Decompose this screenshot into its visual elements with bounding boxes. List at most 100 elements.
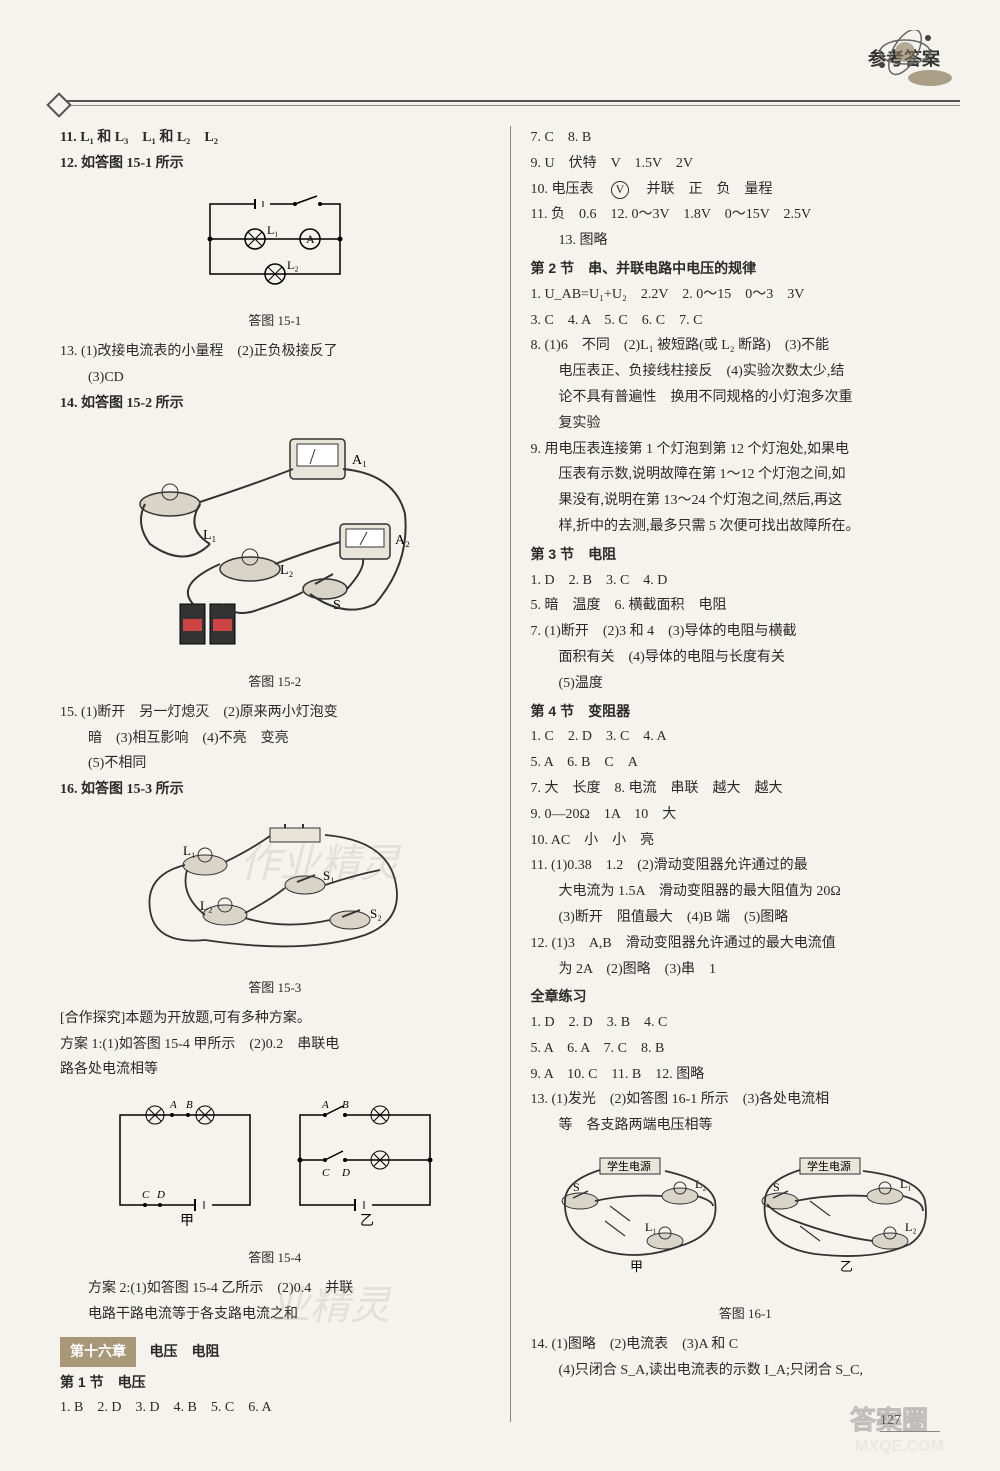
ch16-box: 第十六章: [60, 1337, 136, 1367]
svg-text:D: D: [156, 1189, 165, 1201]
q14: 14. 如答图 15-2 所示: [60, 392, 490, 416]
s4-11c: (3)断开 阻值最大 (4)B 端 (5)图略: [531, 906, 961, 930]
svg-text:学生电源: 学生电源: [807, 1159, 851, 1173]
globe-icon: [870, 30, 960, 90]
voltmeter-icon: V: [611, 181, 629, 199]
s4-row2: 5. A 6. B C A: [531, 751, 961, 775]
figure-15-3: L₁ L₂ S₁ S₂: [60, 810, 490, 969]
s2-8: 8. (1)6 不同 (2)L₁ 被短路(或 L₂ 断路) (3)不能: [531, 334, 961, 358]
f-14: 14. (1)图略 (2)电流表 (3)A 和 C: [531, 1333, 961, 1357]
svg-text:A₂: A₂: [395, 533, 410, 548]
svg-text:A₁: A₁: [352, 453, 367, 468]
content-columns: 11. L₁ 和 L₃ L₁ 和 L₂ L₂ 12. 如答图 15-1 所示: [60, 126, 960, 1422]
figure-15-1: L₁ A L₂: [60, 184, 490, 303]
figure-16-1: 学生电源 S L₂ L₁ 甲: [531, 1146, 961, 1295]
fig16-caption: 答图 16-1: [531, 1303, 961, 1325]
s4-title: 第 4 节 变阻器: [531, 700, 961, 724]
plan2: 方案 2:(1)如答图 15-4 乙所示 (2)0.4 并联: [60, 1277, 490, 1301]
s1-row: 1. B 2. D 3. D 4. B 5. C 6. A: [60, 1396, 490, 1420]
r11: 11. 负 0.6 12. 0～3V 1.8V 0～15V 2.5V: [531, 203, 961, 227]
svg-text:B: B: [342, 1099, 349, 1111]
s2-9d: 样,折中的去测,最多只需 5 次便可找出故障所在。: [531, 515, 961, 539]
s3-5: 5. 暗 温度 6. 横截面积 电阻: [531, 594, 961, 618]
f-13b: 等 各支路两端电压相等: [531, 1114, 961, 1138]
r9: 9. U 伏特 V 1.5V 2V: [531, 152, 961, 176]
column-divider: [510, 126, 511, 1422]
svg-text:甲: 甲: [180, 1214, 194, 1229]
q15c: (5)不相同: [60, 752, 490, 776]
f-14b: (4)只闭合 S_A,读出电流表的示数 I_A;只闭合 S_C,: [531, 1359, 961, 1383]
q15: 15. (1)断开 另一灯熄灭 (2)原来两小灯泡变: [60, 701, 490, 725]
s3-row1: 1. D 2. B 3. C 4. D: [531, 569, 961, 593]
ch16-title: 电压 电阻: [150, 1343, 220, 1359]
q11: 11. L₁ 和 L₃ L₁ 和 L₂ L₂: [60, 126, 490, 150]
svg-text:乙: 乙: [840, 1259, 853, 1274]
s4-10: 10. AC 小 小 亮: [531, 829, 961, 853]
svg-text:C: C: [142, 1189, 150, 1201]
f-row2: 5. A 6. A 7. C 8. B: [531, 1037, 961, 1061]
q13: 13. (1)改接电流表的小量程 (2)正负极接反了: [60, 340, 490, 364]
s4-12: 12. (1)3 A,B 滑动变阻器允许通过的最大电流值: [531, 932, 961, 956]
svg-text:C: C: [322, 1167, 330, 1179]
s2-8c: 论不具有普遍性 换用不同规格的小灯泡多次重: [531, 386, 961, 410]
svg-text:A: A: [321, 1099, 329, 1111]
q16: 16. 如答图 15-3 所示: [60, 778, 490, 802]
s2-1: 1. U_AB=U₁+U₂ 2.2V 2. 0～15 0～3 3V: [531, 283, 961, 307]
r10b: 并联 正 负 量程: [633, 182, 773, 197]
svg-text:L₁: L₁: [183, 843, 195, 858]
s2-9b: 压表有示数,说明故障在第 1～12 个灯泡之间,如: [531, 463, 961, 487]
svg-text:A: A: [306, 232, 315, 246]
plan1: 方案 1:(1)如答图 15-4 甲所示 (2)0.2 串联电: [60, 1033, 490, 1057]
f-13: 13. (1)发光 (2)如答图 16-1 所示 (3)各处电流相: [531, 1088, 961, 1112]
s3-title: 第 3 节 电阻: [531, 543, 961, 567]
s3-7: 7. (1)断开 (2)3 和 4 (3)导体的电阻与横截: [531, 620, 961, 644]
svg-text:L₂: L₂: [200, 898, 212, 913]
s3-7b: 面积有关 (4)导体的电阻与长度有关: [531, 646, 961, 670]
s2-8d: 复实验: [531, 412, 961, 436]
svg-text:L₂: L₂: [280, 563, 294, 578]
fig4-caption: 答图 15-4: [60, 1247, 490, 1269]
svg-text:甲: 甲: [630, 1259, 643, 1274]
plan2b: 电路干路电流等于各支路电流之和: [60, 1303, 490, 1327]
s4-12b: 为 2A (2)图略 (3)串 1: [531, 958, 961, 982]
fig3-caption: 答图 15-3: [60, 977, 490, 999]
chapter-16-header: 第十六章 电压 电阻: [60, 1337, 490, 1367]
s2-8b: 电压表正、负接线柱接反 (4)实验次数太少,结: [531, 360, 961, 384]
svg-text:乙: 乙: [360, 1213, 374, 1229]
figure-15-4: A B C D 甲: [60, 1090, 490, 1239]
svg-text:S₁: S₁: [323, 868, 335, 883]
svg-text:B: B: [186, 1099, 193, 1111]
fig2-caption: 答图 15-2: [60, 671, 490, 693]
page-header: 参考答案: [60, 30, 960, 90]
q12: 12. 如答图 15-1 所示: [60, 152, 490, 176]
header-rule: [60, 100, 960, 106]
plan1b: 路各处电流相等: [60, 1058, 490, 1082]
left-column: 11. L₁ 和 L₃ L₁ 和 L₂ L₂ 12. 如答图 15-1 所示: [60, 126, 490, 1422]
s4-7: 7. 大 长度 8. 电流 串联 越大 越大: [531, 777, 961, 801]
r10: 10. 电压表 V 并联 正 负 量程: [531, 178, 961, 202]
svg-text:D: D: [341, 1167, 350, 1179]
r10a: 10. 电压表: [531, 182, 608, 197]
s2-title: 第 2 节 串、并联电路中电压的规律: [531, 257, 961, 281]
full-title: 全章练习: [531, 985, 961, 1009]
watermark-logo: 答案圈 MXQE.COM: [840, 1401, 980, 1461]
svg-text:A: A: [169, 1099, 177, 1111]
s1-title: 第 1 节 电压: [60, 1371, 490, 1395]
s4-row1: 1. C 2. D 3. C 4. A: [531, 725, 961, 749]
svg-text:S: S: [333, 598, 341, 613]
right-column: 7. C 8. B 9. U 伏特 V 1.5V 2V 10. 电压表 V 并联…: [531, 126, 961, 1422]
svg-text:L₂: L₂: [287, 258, 299, 272]
svg-text:L₁: L₁: [645, 1220, 657, 1234]
s2-row1: 3. C 4. A 5. C 6. C 7. C: [531, 309, 961, 333]
svg-text:S₂: S₂: [370, 906, 382, 921]
r7: 7. C 8. B: [531, 126, 961, 150]
coop: [合作探究]本题为开放题,可有多种方案。: [60, 1007, 490, 1031]
s4-9: 9. 0—20Ω 1A 10 大: [531, 803, 961, 827]
r13: 13. 图略: [531, 229, 961, 253]
figure-15-2: A₁ L₁ L₂ A₂ S: [60, 424, 490, 663]
f-row3: 9. A 10. C 11. B 12. 图略: [531, 1063, 961, 1087]
svg-text:MXQE.COM: MXQE.COM: [855, 1438, 944, 1455]
s4-11b: 大电流为 1.5A 滑动变阻器的最大阻值为 20Ω: [531, 880, 961, 904]
svg-text:L₂: L₂: [905, 1220, 917, 1234]
svg-text:学生电源: 学生电源: [607, 1159, 651, 1173]
